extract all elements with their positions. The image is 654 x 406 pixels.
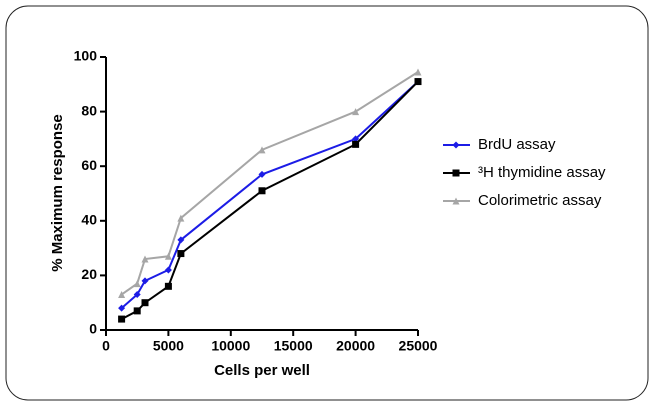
marker bbox=[118, 315, 126, 323]
x-tick-label: 10000 bbox=[211, 338, 250, 354]
marker bbox=[141, 299, 149, 307]
y-tick-label: 80 bbox=[81, 102, 97, 118]
marker bbox=[177, 250, 185, 258]
series-line bbox=[121, 71, 419, 296]
marker bbox=[164, 266, 172, 274]
marker bbox=[352, 135, 360, 143]
legend-label: BrdU assay bbox=[478, 136, 556, 153]
y-tick-label: 40 bbox=[81, 212, 97, 228]
marker bbox=[258, 146, 266, 154]
series-line bbox=[120, 80, 419, 309]
marker bbox=[118, 291, 126, 299]
y-tick-label: 100 bbox=[74, 48, 98, 64]
marker bbox=[141, 255, 149, 263]
marker bbox=[452, 141, 460, 149]
marker bbox=[164, 252, 172, 260]
marker bbox=[352, 108, 360, 116]
marker bbox=[164, 282, 172, 290]
legend-label: Colorimetric assay bbox=[478, 192, 602, 209]
y-axis-label: % Maximum response bbox=[49, 114, 66, 272]
x-axis-label: Cells per well bbox=[214, 362, 310, 379]
marker bbox=[177, 214, 185, 222]
marker bbox=[414, 78, 422, 86]
x-tick-label: 25000 bbox=[399, 338, 438, 354]
y-tick-label: 0 bbox=[89, 321, 97, 337]
legend-label: ³H thymidine assay bbox=[478, 164, 606, 181]
y-tick-label: 20 bbox=[81, 266, 97, 282]
marker bbox=[177, 236, 185, 244]
marker bbox=[141, 277, 149, 285]
y-tick-label: 60 bbox=[81, 157, 97, 173]
x-tick-label: 20000 bbox=[336, 338, 375, 354]
marker bbox=[133, 307, 141, 315]
marker bbox=[414, 68, 422, 76]
x-tick-label: 5000 bbox=[153, 338, 184, 354]
marker bbox=[452, 197, 460, 205]
marker bbox=[258, 187, 266, 195]
frame bbox=[5, 5, 649, 401]
marker bbox=[452, 169, 460, 177]
marker bbox=[133, 291, 141, 299]
marker bbox=[133, 280, 141, 288]
marker bbox=[258, 170, 266, 178]
marker bbox=[118, 304, 126, 312]
x-tick-label: 0 bbox=[102, 338, 110, 354]
x-tick-label: 15000 bbox=[274, 338, 313, 354]
marker bbox=[352, 140, 360, 148]
